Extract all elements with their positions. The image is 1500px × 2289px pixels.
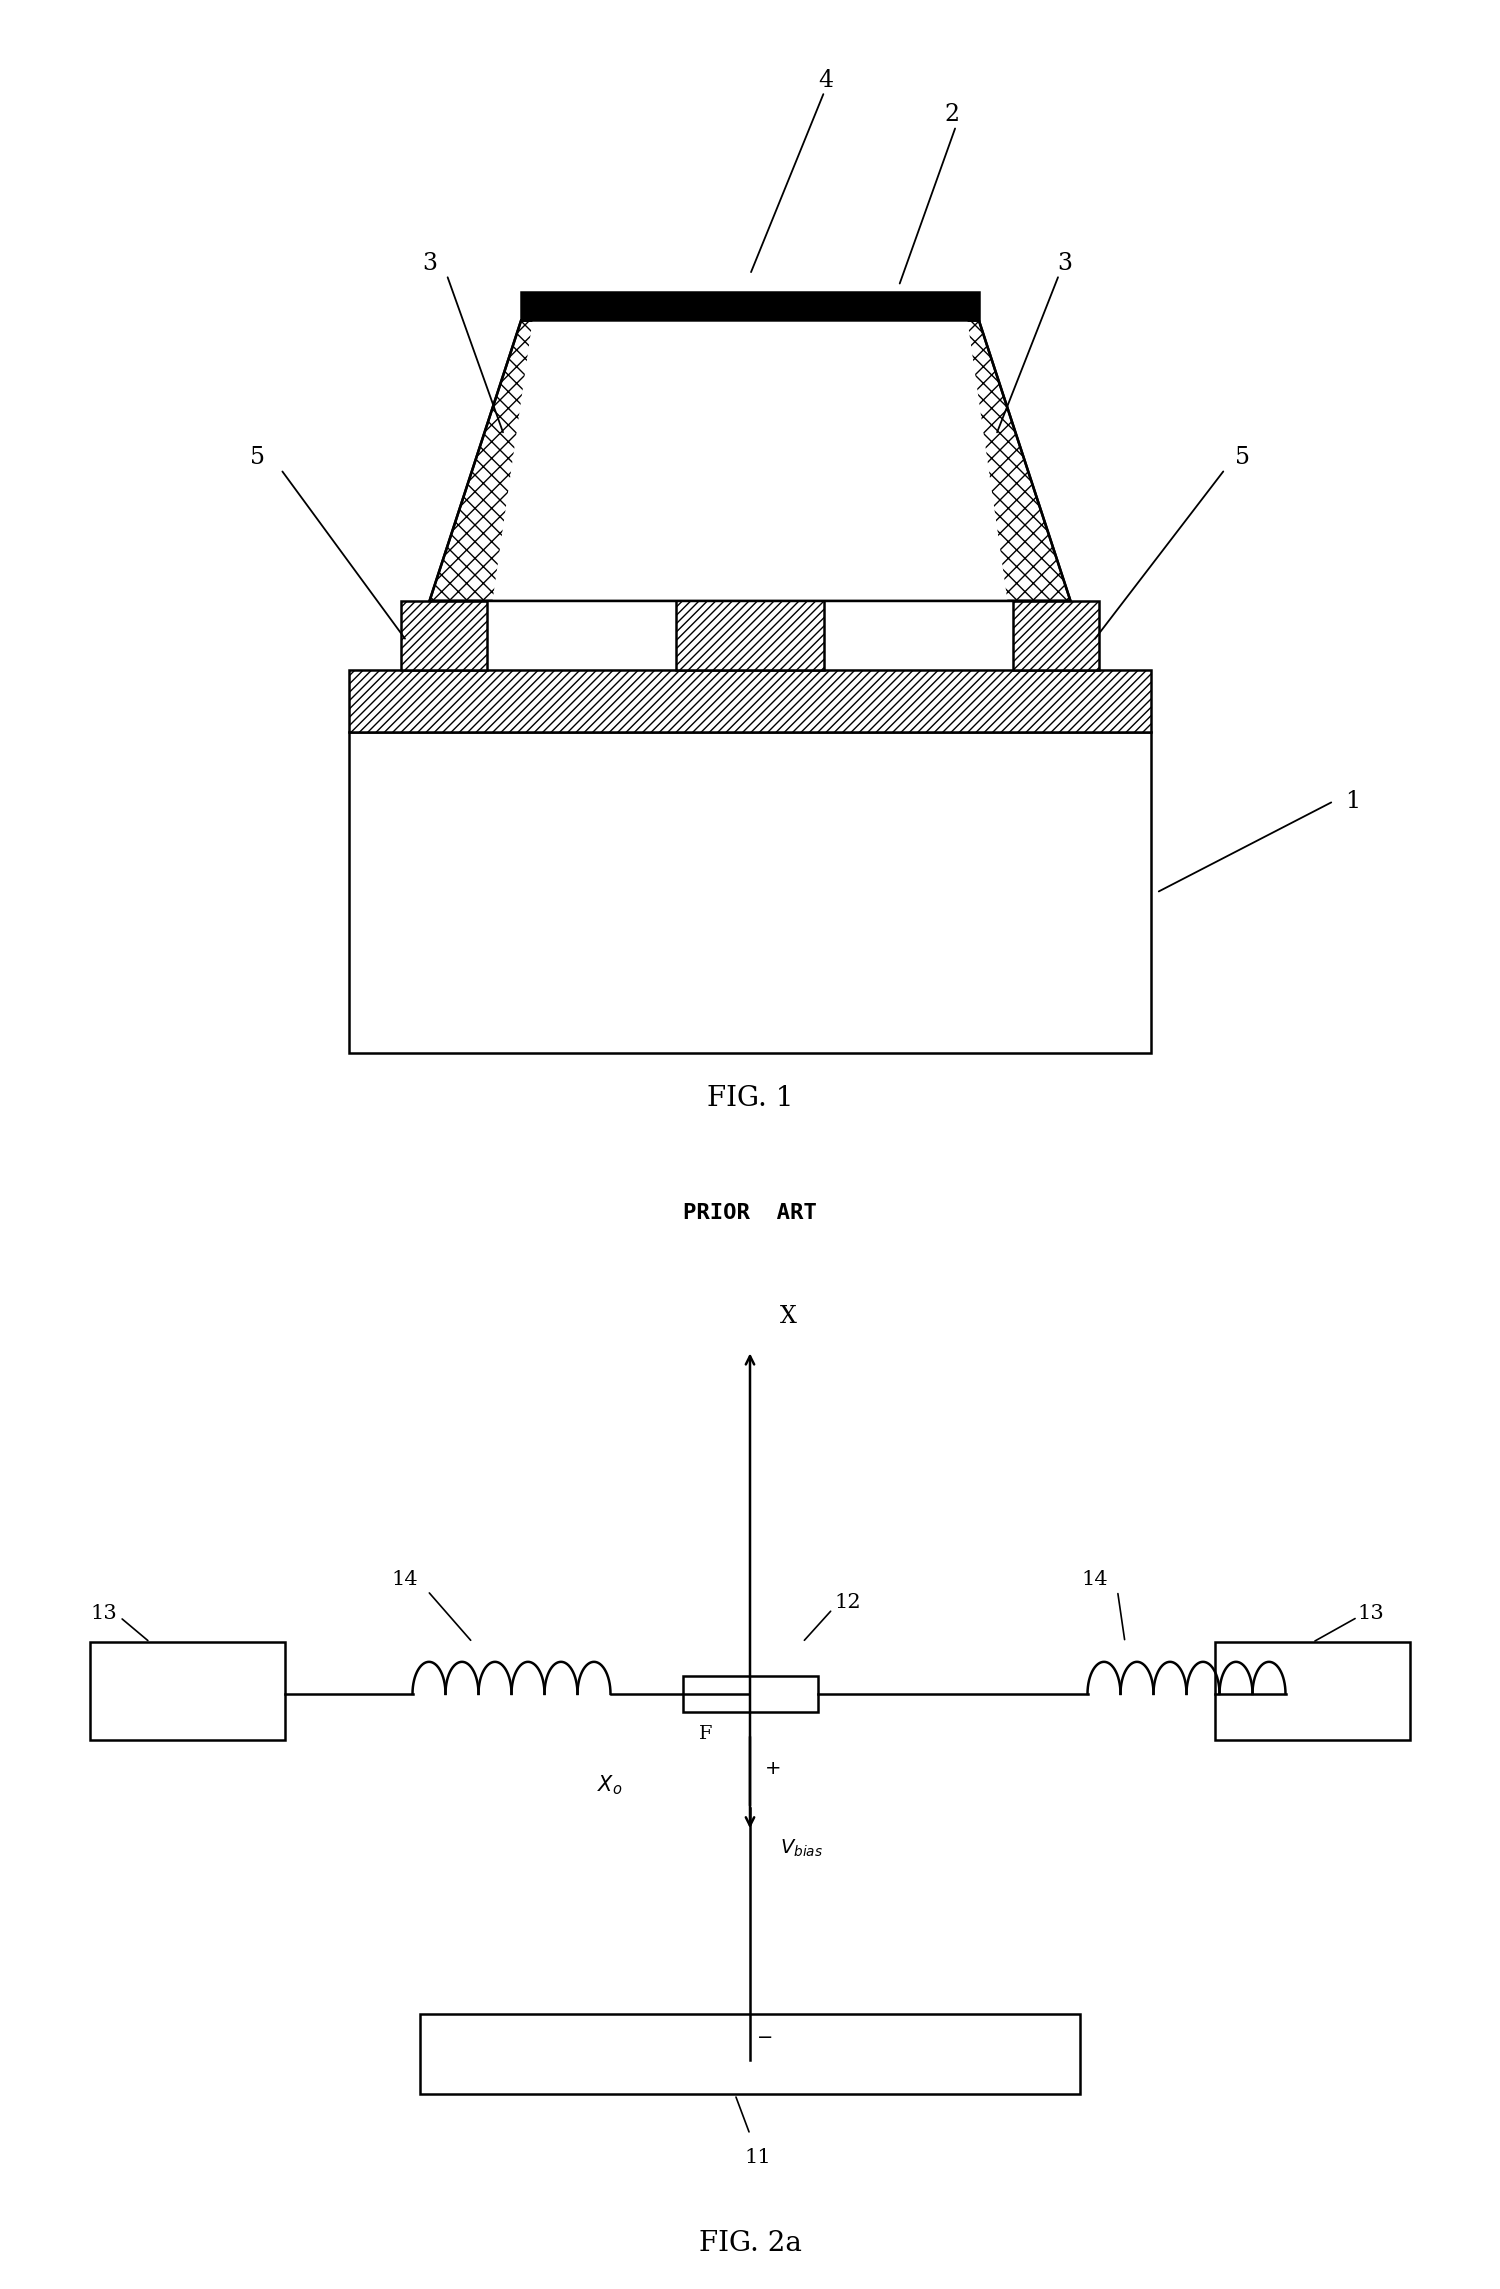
Bar (420, 2014, 1080, 2094)
Text: 14: 14 (392, 1570, 418, 1589)
Text: X: X (780, 1305, 796, 1328)
Text: F: F (699, 1726, 712, 1742)
Text: $V_{bias}$: $V_{bias}$ (780, 1838, 824, 1859)
Text: $X_o$: $X_o$ (597, 1774, 622, 1797)
Bar (675, 588, 825, 668)
Text: 13: 13 (1358, 1605, 1384, 1623)
Text: 4: 4 (819, 69, 834, 92)
Bar (1013, 600, 1100, 668)
Bar (400, 600, 488, 668)
Text: FIG. 1: FIG. 1 (706, 1085, 794, 1112)
Bar (350, 732, 1150, 1053)
Bar (520, 293, 980, 320)
Text: 3: 3 (422, 252, 436, 275)
PathPatch shape (429, 320, 1071, 602)
Text: 14: 14 (1082, 1570, 1108, 1589)
Bar (90, 1644, 285, 1740)
Text: PRIOR  ART: PRIOR ART (682, 1204, 818, 1222)
Bar (350, 668, 1150, 732)
Bar (682, 1676, 818, 1712)
Text: 5: 5 (251, 446, 266, 469)
Text: 11: 11 (744, 2147, 771, 2168)
Text: 5: 5 (1234, 446, 1250, 469)
Text: 12: 12 (834, 1593, 861, 1611)
PathPatch shape (492, 320, 1008, 602)
Text: 3: 3 (1058, 252, 1072, 275)
Text: 1: 1 (1346, 790, 1360, 813)
Bar (1215, 1644, 1410, 1740)
Text: −: − (758, 2028, 772, 2046)
Text: FIG. 2a: FIG. 2a (699, 2229, 801, 2257)
Text: +: + (765, 1758, 782, 1779)
Text: 2: 2 (945, 103, 960, 126)
Text: 13: 13 (90, 1605, 117, 1623)
